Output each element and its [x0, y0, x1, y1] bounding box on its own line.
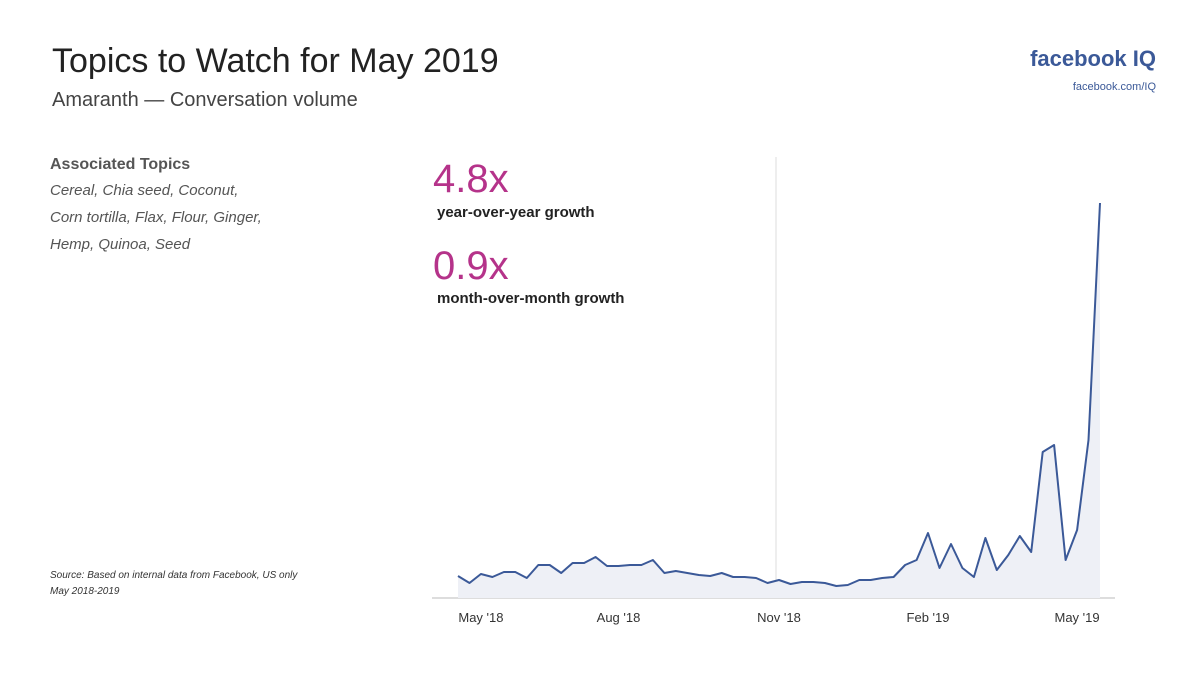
x-tick-label: May '18 — [458, 610, 503, 625]
associated-topics: Cereal, Chia seed, Coconut, Corn tortilla… — [50, 182, 262, 253]
metric-value: 4.8x — [433, 157, 509, 201]
title: Topics to Watch for May 2019 — [52, 42, 499, 80]
source: May 2018-2019 — [50, 586, 120, 597]
metric-value: 0.9x — [433, 244, 509, 288]
metric-label: month-over-month growth — [437, 290, 624, 307]
source: Source: Based on internal data from Face… — [50, 570, 298, 581]
subtitle: Amaranth — Conversation volume — [52, 89, 358, 111]
associated-topics-line: Corn tortilla, Flax, Flour, Ginger, — [50, 209, 262, 226]
x-tick-label: Aug '18 — [597, 610, 641, 625]
associated-topics-line: Cereal, Chia seed, Coconut, — [50, 182, 238, 199]
associated-topics-heading: Associated Topics — [50, 156, 190, 173]
line — [457, 202, 1101, 587]
x-tick-label: May '19 — [1055, 610, 1100, 625]
area — [458, 203, 1100, 598]
logo-url: facebook.com/IQ — [1073, 81, 1157, 93]
logo: facebook IQ — [1030, 46, 1156, 71]
associated-topics-line: Hemp, Quinoa, Seed — [50, 236, 191, 253]
metric-label: year-over-year growth — [437, 204, 595, 221]
x-tick-label: Nov '18 — [757, 610, 801, 625]
x-tick-label: Feb '19 — [907, 610, 950, 625]
